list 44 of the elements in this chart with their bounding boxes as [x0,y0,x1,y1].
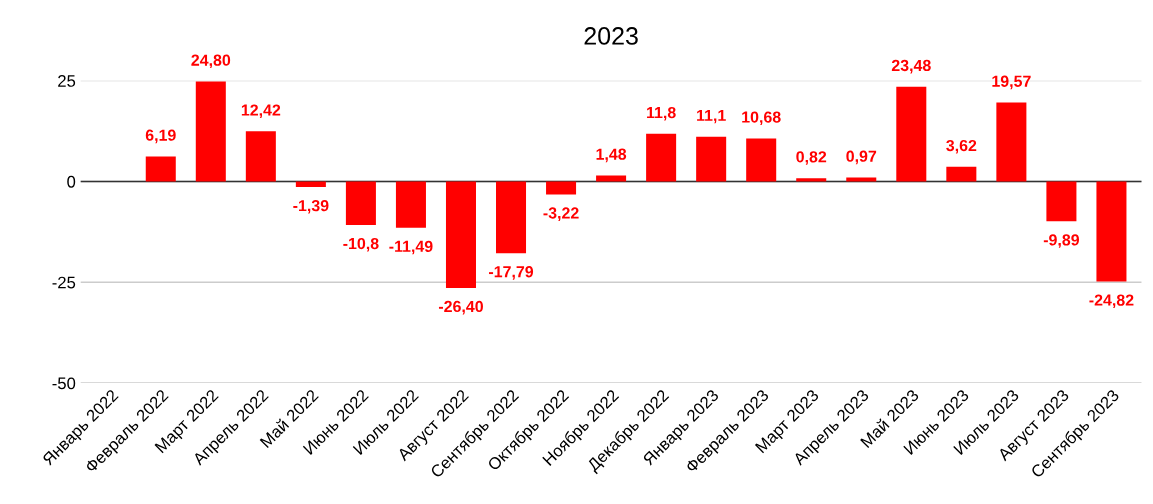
data-label: -10,8 [343,237,379,252]
data-label: -17,79 [489,266,534,280]
data-label: -3,22 [543,207,579,221]
y-tick-label: 25 [58,75,76,87]
data-label: 12,42 [241,104,281,119]
data-label: 23,48 [891,59,931,74]
bar [496,181,527,254]
bar [195,81,226,182]
y-tick-label: 0 [67,175,76,188]
bar [596,175,627,182]
y-tick-label: -25 [52,276,76,289]
bar [145,156,176,182]
chart-title: 2023 [584,27,638,45]
bar [345,181,376,225]
bar [696,136,727,182]
data-label: 10,68 [742,111,781,126]
bar [646,133,677,182]
bar [896,86,927,182]
data-label: -11,49 [389,240,433,255]
bar [295,181,326,188]
y-tick-label: -50 [52,377,76,390]
bar [946,166,977,182]
bar [445,181,476,288]
data-label: 3,62 [946,139,977,154]
data-label: 0,97 [846,150,877,165]
data-label: 11,8 [647,106,676,121]
bar [1096,181,1127,282]
data-label: 19,57 [992,75,1031,90]
data-label: -24,82 [1089,294,1134,309]
data-label: -9,89 [1043,234,1080,248]
data-label: 6,19 [145,129,176,144]
data-label: 1,48 [596,148,627,163]
bar [1046,181,1077,222]
bar [796,178,827,182]
bar [546,181,577,195]
data-label: 0,82 [796,151,827,165]
bar [395,181,426,228]
bar [245,131,276,182]
data-label: -1,39 [293,199,329,214]
data-label: 24,80 [191,54,231,69]
bar [746,138,777,182]
data-label: 11,1 [697,109,726,124]
bar [996,102,1027,182]
data-label: -26,40 [438,300,483,315]
